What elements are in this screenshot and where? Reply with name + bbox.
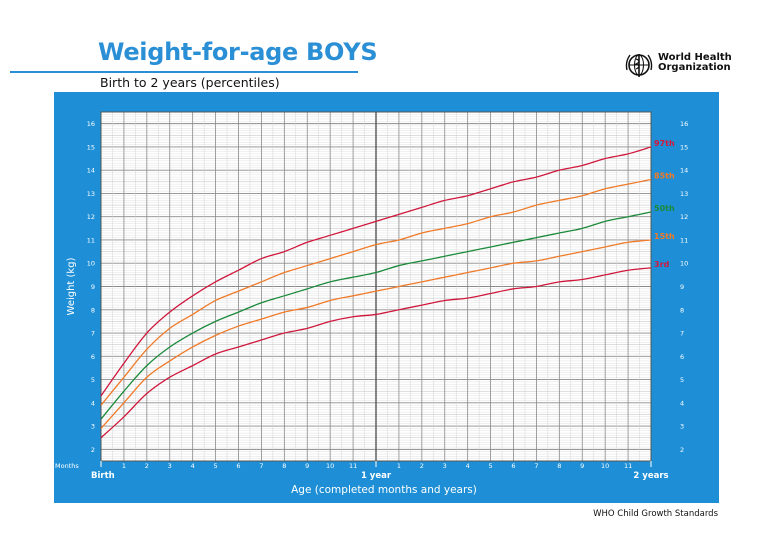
y-tick-label-right: 2 <box>680 446 684 454</box>
x-tick-label: 3 <box>443 462 447 470</box>
x-tick-label-major: 1 year <box>361 471 392 481</box>
y-tick-label-right: 5 <box>680 376 684 384</box>
x-tick-label: 11 <box>349 462 357 470</box>
x-tick-label: 5 <box>214 462 218 470</box>
x-tick-label: 6 <box>511 462 515 470</box>
x-tick-label: 6 <box>236 462 240 470</box>
y-tick-label-left: 11 <box>87 236 95 244</box>
x-tick-label: 10 <box>326 462 334 470</box>
x-tick-label: 3 <box>168 462 172 470</box>
y-tick-label-left: 6 <box>91 353 95 361</box>
x-tick-label: 1 <box>397 462 401 470</box>
y-tick-label-left: 9 <box>91 283 95 291</box>
y-tick-label-right: 16 <box>680 120 688 128</box>
series-line-3rd <box>100 267 652 439</box>
series-line-85th <box>100 178 652 406</box>
y-axis-label: Weight (kg) <box>66 257 77 315</box>
y-tick-label-right: 13 <box>680 190 688 198</box>
y-tick-label-right: 11 <box>680 236 688 244</box>
y-tick-label-right: 4 <box>680 399 684 407</box>
series-label-3rd: 3rd <box>654 260 670 269</box>
x-tick-label: 8 <box>282 462 286 470</box>
x-tick-label-major: Birth <box>91 471 115 481</box>
x-axis-label: Age (completed months and years) <box>291 484 477 496</box>
title-underline <box>10 71 358 73</box>
x-tick-label: 4 <box>191 462 195 470</box>
y-tick-label-right: 12 <box>680 213 688 221</box>
y-tick-label-left: 5 <box>91 376 95 384</box>
series-line-50th <box>100 211 652 420</box>
series-label-15th: 15th <box>654 232 675 241</box>
y-tick-label-right: 8 <box>680 306 684 314</box>
x-tick-label: 2 <box>145 462 149 470</box>
y-tick-label-left: 7 <box>91 330 95 338</box>
x-tick-label: 11 <box>624 462 632 470</box>
y-tick-label-left: 16 <box>87 120 95 128</box>
x-tick-label: 9 <box>305 462 309 470</box>
y-tick-label-left: 8 <box>91 306 95 314</box>
y-tick-label-left: 15 <box>87 143 95 151</box>
y-tick-label-right: 15 <box>680 143 688 151</box>
x-tick-label: 7 <box>259 462 263 470</box>
x-tick-label: 9 <box>580 462 584 470</box>
y-tick-label-left: 2 <box>91 446 95 454</box>
x-tick-label: 5 <box>489 462 493 470</box>
y-tick-label-right: 6 <box>680 353 684 361</box>
who-emblem-icon <box>625 54 653 77</box>
x-tick-label: 10 <box>601 462 609 470</box>
x-tick-label: 4 <box>466 462 470 470</box>
series-line-15th <box>100 239 652 429</box>
y-tick-label-left: 12 <box>87 213 95 221</box>
x-tick-label-major: 2 years <box>633 471 668 481</box>
series-label-97th: 97th <box>654 139 675 148</box>
x-tick-label: 8 <box>557 462 561 470</box>
y-tick-label-left: 3 <box>91 423 95 431</box>
footer-credit: WHO Child Growth Standards <box>593 509 718 519</box>
y-tick-label-left: 13 <box>87 190 95 198</box>
x-tick-label: 7 <box>534 462 538 470</box>
y-tick-label-right: 10 <box>680 260 688 268</box>
y-tick-label-left: 10 <box>87 260 95 268</box>
x-tick-label: 1 <box>122 462 126 470</box>
y-tick-label-left: 14 <box>87 167 95 175</box>
y-tick-label-right: 3 <box>680 423 684 431</box>
page-subtitle: Birth to 2 years (percentiles) <box>100 75 280 90</box>
series-label-85th: 85th <box>654 171 675 180</box>
series-label-50th: 50th <box>654 204 675 213</box>
page-title: Weight-for-age BOYS <box>98 38 378 66</box>
series-line-97th <box>100 146 652 397</box>
grid <box>100 111 652 461</box>
y-tick-label-right: 14 <box>680 167 688 175</box>
y-tick-label-left: 4 <box>91 399 95 407</box>
organization-name: World Health Organization <box>658 53 732 73</box>
organization-name-line2: Organization <box>658 62 731 73</box>
y-tick-label-right: 9 <box>680 283 684 291</box>
organization-name-line1: World Health <box>658 52 732 63</box>
x-axis-caption: Months <box>55 462 79 470</box>
x-tick-label: 2 <box>420 462 424 470</box>
y-tick-label-right: 7 <box>680 330 684 338</box>
